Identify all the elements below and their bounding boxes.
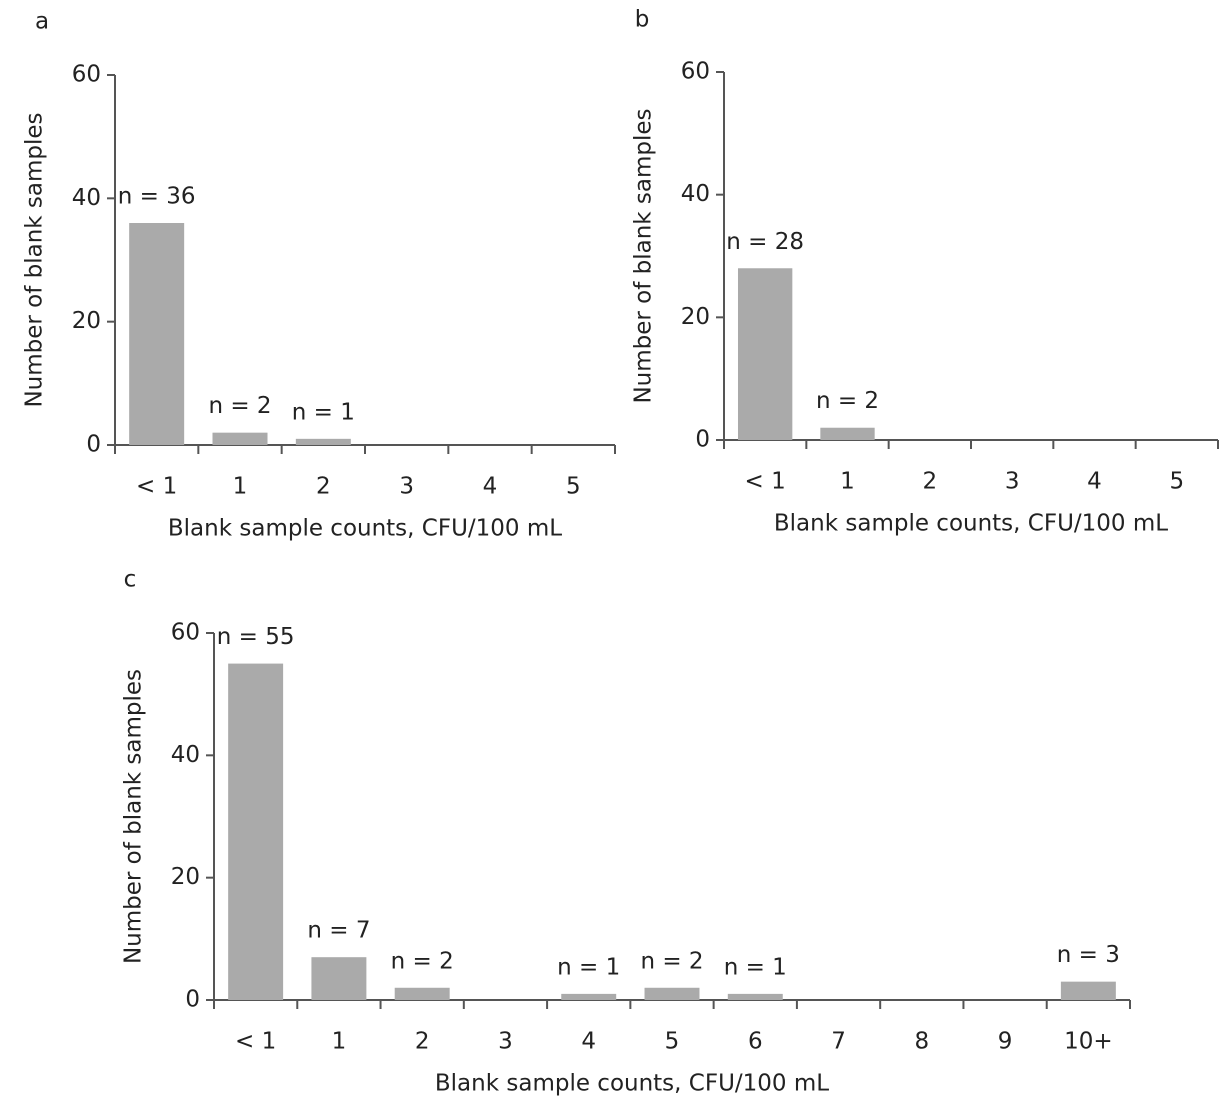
- x-tick-label: 6: [748, 1029, 763, 1055]
- y-tick-label: 0: [695, 427, 710, 453]
- y-axis-label: Number of blank samples: [121, 669, 147, 964]
- value-label: n = 2: [208, 393, 271, 419]
- x-tick-label: 3: [399, 474, 414, 500]
- value-label: n = 2: [640, 948, 703, 974]
- x-tick-label: 1: [332, 1029, 347, 1055]
- x-axis-label: Blank sample counts, CFU/100 mL: [168, 516, 562, 542]
- bar: [644, 987, 700, 1000]
- y-tick-label: 20: [171, 864, 200, 890]
- x-tick-label: < 1: [136, 474, 177, 500]
- value-label: n = 2: [816, 388, 879, 414]
- panel-label: c: [124, 567, 137, 593]
- bar: [737, 268, 793, 440]
- bar: [394, 987, 450, 1000]
- bar: [295, 438, 351, 445]
- x-tick-label: 4: [483, 474, 498, 500]
- y-tick-label: 0: [86, 432, 101, 458]
- x-tick-label: 8: [914, 1029, 929, 1055]
- bar: [129, 223, 185, 445]
- x-tick-label: 1: [840, 469, 855, 495]
- y-tick-label: 60: [171, 620, 200, 646]
- bar: [1060, 981, 1116, 1000]
- value-label: n = 55: [217, 624, 295, 650]
- x-axis-label: Blank sample counts, CFU/100 mL: [774, 511, 1168, 537]
- x-tick-label: 3: [1005, 469, 1020, 495]
- y-tick-label: 60: [72, 62, 101, 88]
- y-axis-label: Number of blank samples: [631, 108, 657, 403]
- x-tick-label: 5: [665, 1029, 680, 1055]
- x-tick-label: 4: [581, 1029, 596, 1055]
- value-label: n = 1: [292, 399, 355, 425]
- y-tick-label: 20: [72, 308, 101, 334]
- panel-label: a: [35, 9, 49, 35]
- x-tick-label: 5: [1170, 469, 1185, 495]
- x-tick-label: 3: [498, 1029, 513, 1055]
- value-label: n = 7: [307, 918, 370, 944]
- x-tick-label: < 1: [235, 1029, 276, 1055]
- x-tick-label: 10+: [1064, 1029, 1113, 1055]
- bar: [228, 663, 284, 1000]
- x-tick-label: 9: [998, 1029, 1013, 1055]
- y-tick-label: 40: [72, 185, 101, 211]
- bar: [311, 957, 367, 1000]
- y-tick-label: 20: [681, 304, 710, 330]
- y-tick-label: 0: [185, 987, 200, 1013]
- x-tick-label: < 1: [745, 469, 786, 495]
- panel-label: b: [635, 7, 650, 33]
- y-axis-label: Number of blank samples: [22, 112, 48, 407]
- bar: [212, 432, 268, 445]
- value-label: n = 2: [391, 948, 454, 974]
- x-tick-label: 7: [831, 1029, 846, 1055]
- x-tick-label: 2: [923, 469, 938, 495]
- y-tick-label: 40: [681, 181, 710, 207]
- x-tick-label: 2: [316, 474, 331, 500]
- value-label: n = 3: [1057, 942, 1120, 968]
- value-label: n = 1: [557, 954, 620, 980]
- y-tick-label: 40: [171, 742, 200, 768]
- value-label: n = 28: [726, 229, 804, 255]
- x-tick-label: 1: [233, 474, 248, 500]
- bar: [820, 427, 875, 440]
- value-label: n = 1: [724, 954, 787, 980]
- bar: [561, 993, 617, 1000]
- y-tick-label: 60: [681, 59, 710, 85]
- x-tick-label: 5: [566, 474, 581, 500]
- x-tick-label: 2: [415, 1029, 430, 1055]
- x-tick-label: 4: [1087, 469, 1102, 495]
- value-label: n = 36: [118, 184, 196, 210]
- x-axis-label: Blank sample counts, CFU/100 mL: [435, 1071, 829, 1097]
- bar: [727, 993, 783, 1000]
